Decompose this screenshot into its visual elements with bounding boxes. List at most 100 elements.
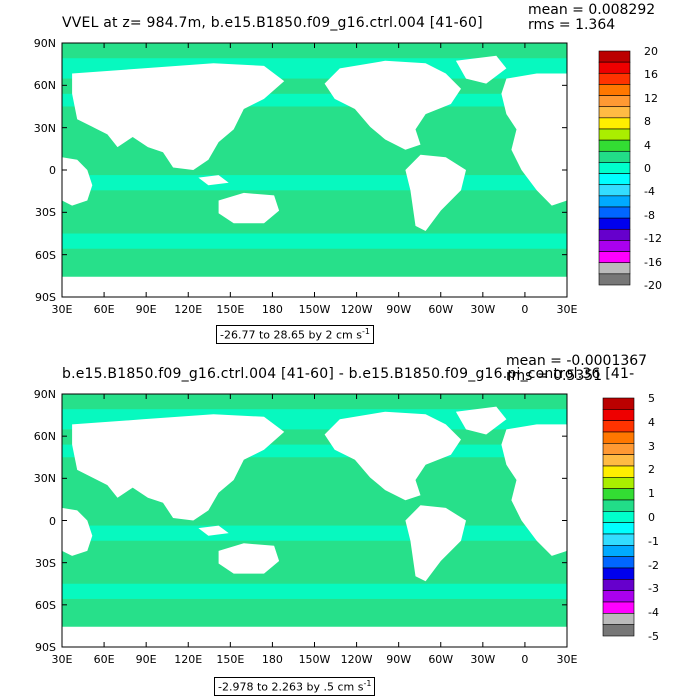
colorbar-swatch <box>602 465 635 478</box>
landmass <box>405 505 466 582</box>
landmass <box>455 406 507 435</box>
panel2-colorbar <box>602 397 635 637</box>
colorbar-swatch <box>602 420 635 433</box>
lat-label: 90S <box>35 641 56 654</box>
panel1-mean: mean = 0.008292 <box>528 2 656 18</box>
lon-label: 120W <box>340 303 373 316</box>
landmass <box>405 154 466 231</box>
lat-label: 0 <box>49 514 56 528</box>
lat-label: 90N <box>33 388 56 401</box>
lon-label: 180 <box>261 653 283 666</box>
landmass <box>501 73 567 206</box>
lon-label: 30W <box>470 303 496 316</box>
lon-label: 0 <box>521 653 529 666</box>
landmass <box>62 507 93 556</box>
colorbar-swatch <box>598 106 631 119</box>
colorbar-swatch <box>602 477 635 489</box>
colorbar-swatch <box>602 522 635 535</box>
colorbar-label: -12 <box>644 232 662 246</box>
colorbar-label: -2 <box>648 558 659 572</box>
colorbar-label: 0 <box>648 511 655 524</box>
landmass <box>62 157 93 206</box>
lon-label: 30E <box>556 303 578 316</box>
lon-label: 0 <box>521 303 529 316</box>
lon-label: 30W <box>470 653 496 666</box>
panel1-colorbar <box>598 50 631 286</box>
lat-label: 30S <box>35 556 56 570</box>
colorbar-label: 20 <box>644 45 658 58</box>
colorbar-swatch <box>602 579 635 591</box>
colorbar-swatch <box>598 95 631 108</box>
landmass <box>324 411 461 501</box>
colorbar-label: 3 <box>648 439 655 453</box>
cyan-band <box>62 175 567 191</box>
colorbar-swatch <box>602 511 635 523</box>
lon-label: 120E <box>174 303 203 316</box>
landmass <box>198 525 229 536</box>
colorbar-label: -4 <box>644 185 655 199</box>
lon-label: 150E <box>216 653 245 666</box>
landmass <box>72 63 285 170</box>
colorbar-swatch <box>602 613 635 625</box>
colorbar-label: -5 <box>648 630 659 643</box>
colorbar-label: 5 <box>648 392 655 405</box>
colorbar-label: -4 <box>648 606 659 620</box>
lat-label: 60S <box>35 248 56 262</box>
lon-label: 120W <box>340 653 373 666</box>
colorbar-swatch <box>598 195 631 208</box>
colorbar-swatch <box>602 590 635 603</box>
colorbar-label: -8 <box>644 208 655 222</box>
landmass <box>501 424 567 556</box>
colorbar-swatch <box>602 556 635 569</box>
lon-label: 60E <box>93 303 115 316</box>
landmass <box>218 543 280 574</box>
lat-label: 60N <box>33 79 56 93</box>
panel1-rms: rms = 1.364 <box>528 17 616 33</box>
colorbar-label: 0 <box>644 162 651 175</box>
lon-label: 60E <box>93 653 115 666</box>
colorbar-swatch <box>602 488 635 501</box>
colorbar-swatch <box>602 545 635 557</box>
lat-label: 90N <box>33 37 56 50</box>
lon-label: 60W <box>428 303 454 316</box>
colorbar-label: -20 <box>644 279 662 292</box>
colorbar-swatch <box>598 72 631 85</box>
colorbar-swatch <box>598 117 631 130</box>
colorbar-swatch <box>602 431 635 444</box>
colorbar-label: 2 <box>648 463 655 477</box>
landmass <box>62 276 567 297</box>
panel1-title: VVEL at z= 984.7m, b.e15.B1850.f09_g16.c… <box>62 15 483 31</box>
colorbar-swatch <box>598 240 631 252</box>
colorbar-swatch <box>602 409 635 421</box>
lat-label: 90S <box>35 291 56 304</box>
colorbar-swatch <box>598 262 631 275</box>
lon-label: 90E <box>135 303 157 316</box>
lon-label: 90W <box>386 653 412 666</box>
colorbar-swatch <box>602 397 635 410</box>
lon-label: 30E <box>51 653 73 666</box>
colorbar-label: 4 <box>648 415 655 429</box>
colorbar-swatch <box>602 624 635 637</box>
colorbar-label: 8 <box>644 115 651 129</box>
panel2-range-label: -2.978 to 2.263 by .5 cm s-1 <box>214 677 376 696</box>
lon-label: 30E <box>51 303 73 316</box>
colorbar-label: -1 <box>648 534 659 548</box>
lon-label: 120E <box>174 653 203 666</box>
landmass <box>62 626 567 647</box>
panel2-title: b.e15.B1850.f09_g16.ctrl.004 [41-60] - b… <box>62 366 635 382</box>
panel1-map <box>61 42 568 298</box>
colorbar-swatch <box>598 206 631 219</box>
landmass <box>455 55 507 84</box>
lon-label: 180 <box>261 303 283 316</box>
landmass <box>324 60 461 150</box>
colorbar-label: 1 <box>648 487 655 501</box>
lat-label: 30N <box>33 121 56 135</box>
cyan-band <box>62 233 567 249</box>
lon-label: 90E <box>135 653 157 666</box>
lat-label: 0 <box>49 164 56 177</box>
colorbar-swatch <box>598 150 631 163</box>
colorbar-swatch <box>598 228 631 241</box>
panel2-map <box>61 393 568 648</box>
lon-label: 150E <box>216 303 245 316</box>
